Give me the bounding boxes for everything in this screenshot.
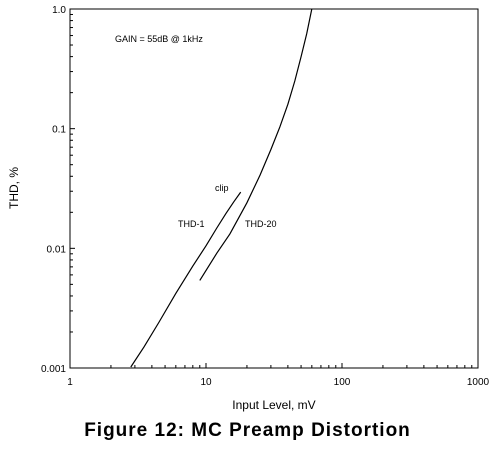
ticks-group: 1 10 100 1000 0.001 0.01 0.1 1.0 xyxy=(41,5,490,388)
gain-annotation: GAIN = 55dB @ 1kHz xyxy=(115,34,203,44)
x-tick-label: 100 xyxy=(334,377,351,388)
y-tick-label: 1.0 xyxy=(52,5,66,16)
series-group xyxy=(130,8,313,368)
thd-20-annotation: THD-20 xyxy=(245,219,277,229)
plot-frame xyxy=(69,8,479,369)
x-axis-title: Input Level, mV xyxy=(232,398,315,412)
clip-annotation: clip xyxy=(215,183,229,193)
series-line-thd-1 xyxy=(130,191,242,368)
y-tick-label: 0.001 xyxy=(41,364,66,375)
x-tick-label: 1 xyxy=(67,377,73,388)
y-tick-label: 0.1 xyxy=(52,125,66,136)
y-axis-title: THD, % xyxy=(7,167,21,209)
thd-1-annotation: THD-1 xyxy=(178,219,205,229)
x-tick-label: 1000 xyxy=(467,377,490,388)
y-tick-label: 0.01 xyxy=(47,244,67,255)
series-line-thd-20 xyxy=(199,8,313,281)
figure-caption: Figure 12: MC Preamp Distortion xyxy=(84,420,411,441)
x-tick-label: 10 xyxy=(200,377,212,388)
